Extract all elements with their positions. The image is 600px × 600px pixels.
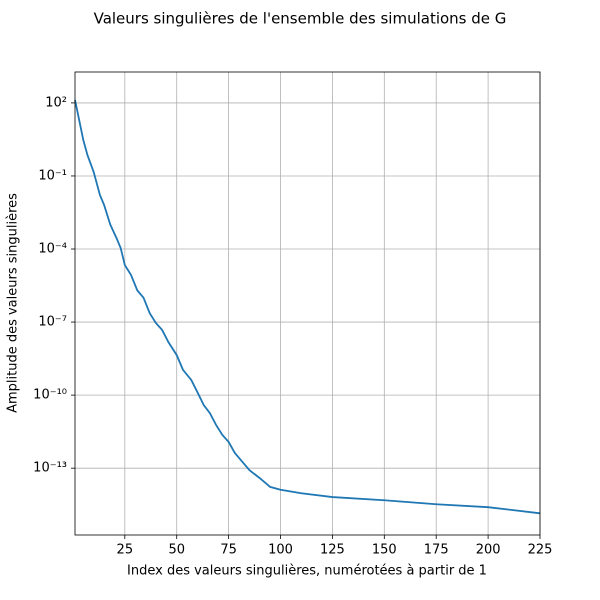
y-tick-label: 10⁻⁴ [38, 242, 67, 257]
x-tick-label: 125 [320, 543, 345, 558]
y-axis-label: Amplitude des valeurs singulières [6, 193, 21, 413]
y-tick-label: 10⁻¹⁰ [33, 388, 67, 403]
plot-frame [74, 71, 541, 536]
y-tick-label: 10⁻¹³ [33, 461, 67, 476]
x-axis-label: Index des valeurs singulières, numérotée… [127, 564, 487, 579]
x-tick-label: 75 [220, 543, 237, 558]
chart-title: Valeurs singulières de l'ensemble des si… [94, 10, 507, 28]
y-tick-label: 10² [45, 95, 67, 110]
x-tick-label: 50 [168, 543, 185, 558]
x-tick-label: 200 [476, 543, 501, 558]
x-tick-label: 100 [268, 543, 293, 558]
x-tick-label: 150 [372, 543, 397, 558]
x-tick-label: 25 [117, 543, 134, 558]
y-tick-label: 10⁻¹ [38, 168, 67, 183]
y-tick-label: 10⁻⁷ [38, 315, 67, 330]
data-line [74, 99, 541, 515]
x-tick-label: 175 [424, 543, 449, 558]
x-tick-label: 225 [528, 543, 553, 558]
